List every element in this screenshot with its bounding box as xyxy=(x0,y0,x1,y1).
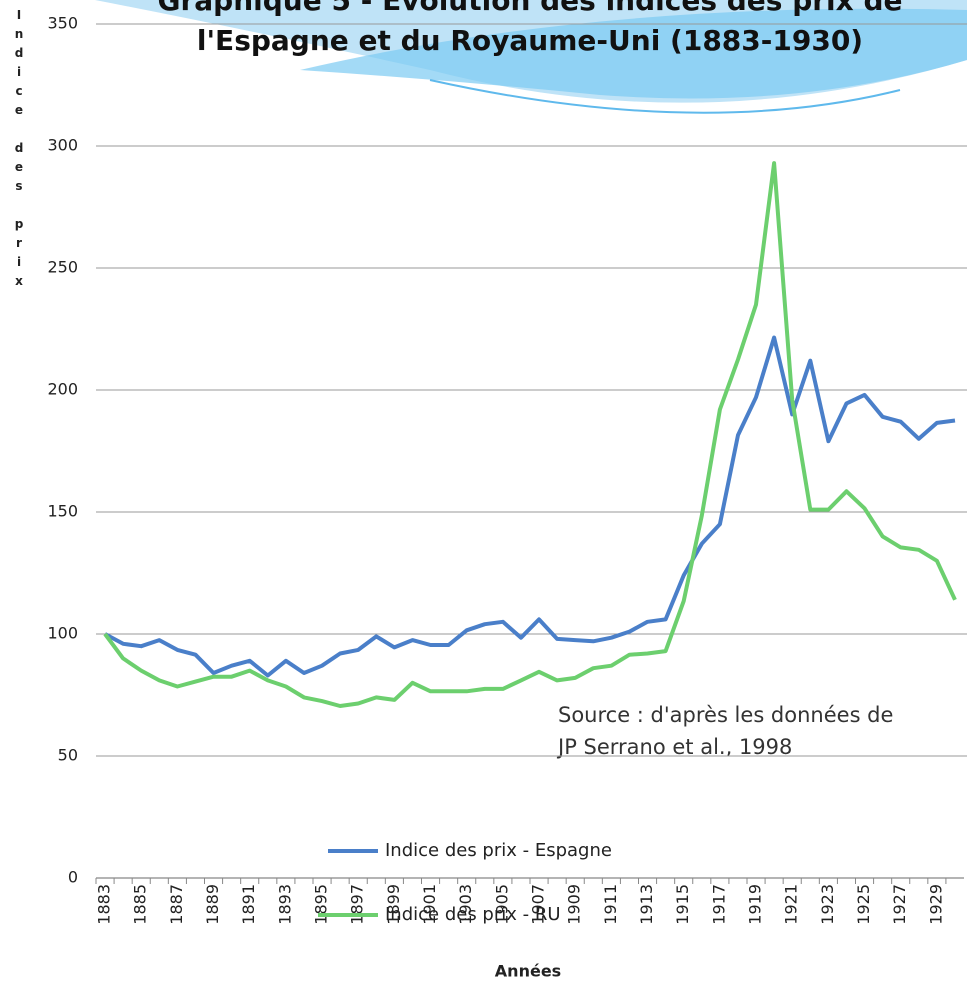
x-tick-label: 1883 xyxy=(95,884,114,925)
legend-label: Indice des prix - Espagne xyxy=(385,840,612,861)
x-tick-label: 1917 xyxy=(709,884,728,925)
y-tick-label: 300 xyxy=(47,136,78,155)
x-tick-label: 1895 xyxy=(312,884,331,925)
y-axis-title: Indice des prix xyxy=(12,8,26,293)
x-tick-label: 1911 xyxy=(601,884,620,925)
x-tick-label: 1909 xyxy=(565,884,584,925)
x-tick-label: 1925 xyxy=(854,884,873,925)
y-tick-label: 50 xyxy=(58,746,78,765)
x-tick-label: 1915 xyxy=(673,884,692,925)
y-tick-label: 0 xyxy=(68,868,78,887)
x-tick-label: 1929 xyxy=(926,884,945,925)
x-tick-label: 1913 xyxy=(637,884,656,925)
y-tick-label: 250 xyxy=(47,258,78,277)
page: Graphique 5 - Évolution des indices des … xyxy=(0,0,967,986)
x-axis-title: Années xyxy=(495,962,561,981)
x-tick-label: 1885 xyxy=(131,884,150,925)
chart-title: Graphique 5 - Évolution des indices des … xyxy=(158,0,903,17)
y-tick-label: 150 xyxy=(47,502,78,521)
x-tick-label: 1891 xyxy=(239,884,258,925)
x-tick-label: 1919 xyxy=(746,884,765,925)
x-tick-label: 1927 xyxy=(890,884,909,925)
annotation: Source : d'après les données de xyxy=(558,703,893,727)
chart-title: l'Espagne et du Royaume-Uni (1883-1930) xyxy=(197,24,863,57)
data-line xyxy=(105,338,955,676)
x-tick-label: 1893 xyxy=(275,884,294,925)
y-tick-label: 200 xyxy=(47,380,78,399)
legend-label: Indice des prix - RU xyxy=(385,904,561,925)
x-tick-label: 1889 xyxy=(203,884,222,925)
y-tick-label: 100 xyxy=(47,624,78,643)
x-tick-label: 1923 xyxy=(818,884,837,925)
x-tick-label: 1887 xyxy=(167,884,186,925)
y-tick-label: 350 xyxy=(47,14,78,33)
x-tick-label: 1897 xyxy=(348,884,367,925)
chart: Graphique 5 - Évolution des indices des … xyxy=(0,0,967,986)
x-tick-label: 1921 xyxy=(782,884,801,925)
annotation: JP Serrano et al., 1998 xyxy=(556,735,792,759)
